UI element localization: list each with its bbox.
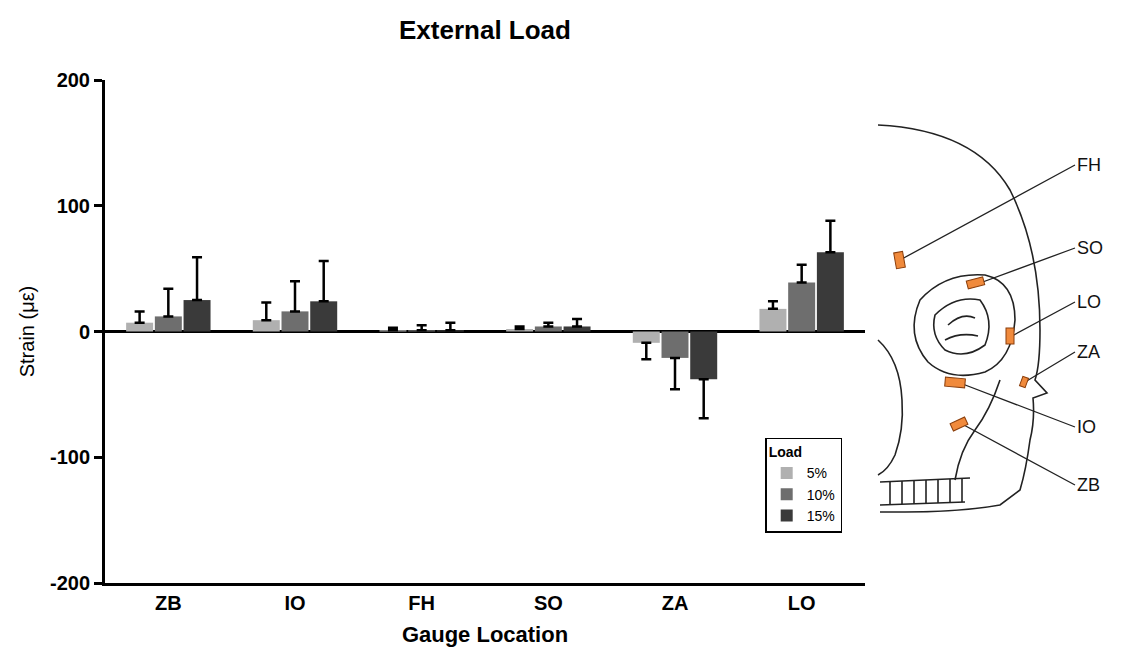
svg-text:ZB: ZB [155, 592, 182, 614]
svg-text:200: 200 [57, 69, 90, 91]
svg-text:10%: 10% [807, 487, 835, 503]
svg-text:LO: LO [1077, 292, 1101, 312]
svg-text:15%: 15% [807, 508, 835, 524]
svg-text:SO: SO [534, 592, 563, 614]
svg-text:FH: FH [408, 592, 435, 614]
svg-text:External Load: External Load [399, 15, 571, 45]
svg-text:ZB: ZB [1077, 475, 1100, 495]
svg-text:-100: -100 [50, 446, 90, 468]
svg-text:ZA: ZA [1077, 342, 1100, 362]
svg-text:IO: IO [1077, 417, 1096, 437]
svg-text:FH: FH [1077, 155, 1101, 175]
svg-text:5%: 5% [807, 465, 827, 481]
svg-text:Load: Load [769, 444, 802, 460]
svg-text:SO: SO [1077, 238, 1103, 258]
svg-text:ZA: ZA [662, 592, 689, 614]
svg-text:Gauge Location: Gauge Location [402, 622, 568, 647]
svg-text:-200: -200 [50, 572, 90, 594]
svg-text:100: 100 [57, 195, 90, 217]
svg-text:0: 0 [79, 321, 90, 343]
svg-text:Strain (με): Strain (με) [16, 286, 38, 378]
svg-text:LO: LO [788, 592, 816, 614]
svg-text:IO: IO [284, 592, 305, 614]
